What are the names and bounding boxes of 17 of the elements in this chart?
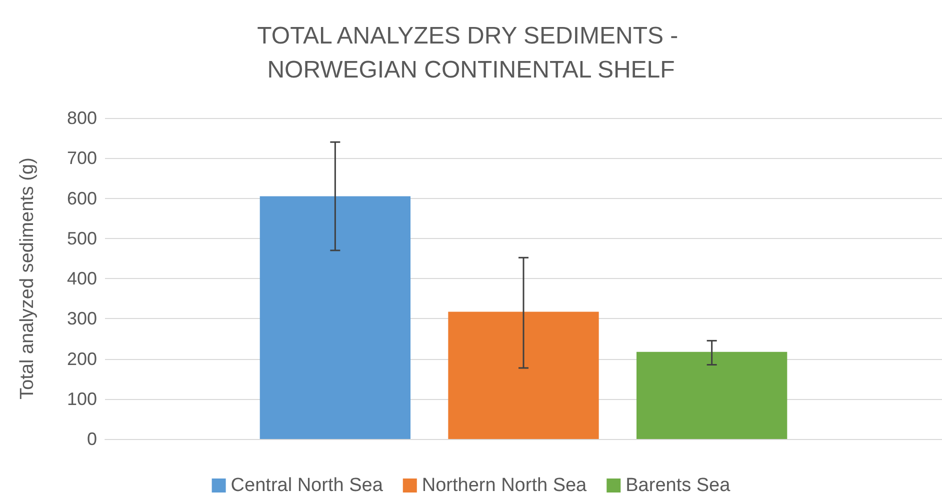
- y-axis-title: Total analyzed sediments (g): [17, 158, 38, 400]
- legend-label: Central North Sea: [230, 475, 384, 496]
- legend-label: Barents Sea: [626, 475, 731, 496]
- chart-title: TOTAL ANALYZES DRY SEDIMENTS - NORWEGIAN CONTINENTAL SHELF: [257, 22, 685, 84]
- bar: [636, 352, 788, 439]
- bar: [260, 196, 411, 439]
- y-tick-label: 100: [66, 388, 97, 409]
- y-tick-label: 800: [66, 108, 97, 128]
- y-tick-label: 0: [86, 429, 97, 449]
- y-tick-label: 500: [66, 228, 97, 248]
- y-tick-label: 200: [66, 348, 97, 369]
- y-tick-label: 600: [66, 188, 97, 208]
- y-tick-label: 400: [66, 268, 97, 288]
- legend-label: Northern North Sea: [422, 475, 588, 496]
- y-tick-label: 300: [66, 308, 97, 329]
- y-tick-label: 700: [66, 148, 97, 168]
- bar: [448, 312, 599, 439]
